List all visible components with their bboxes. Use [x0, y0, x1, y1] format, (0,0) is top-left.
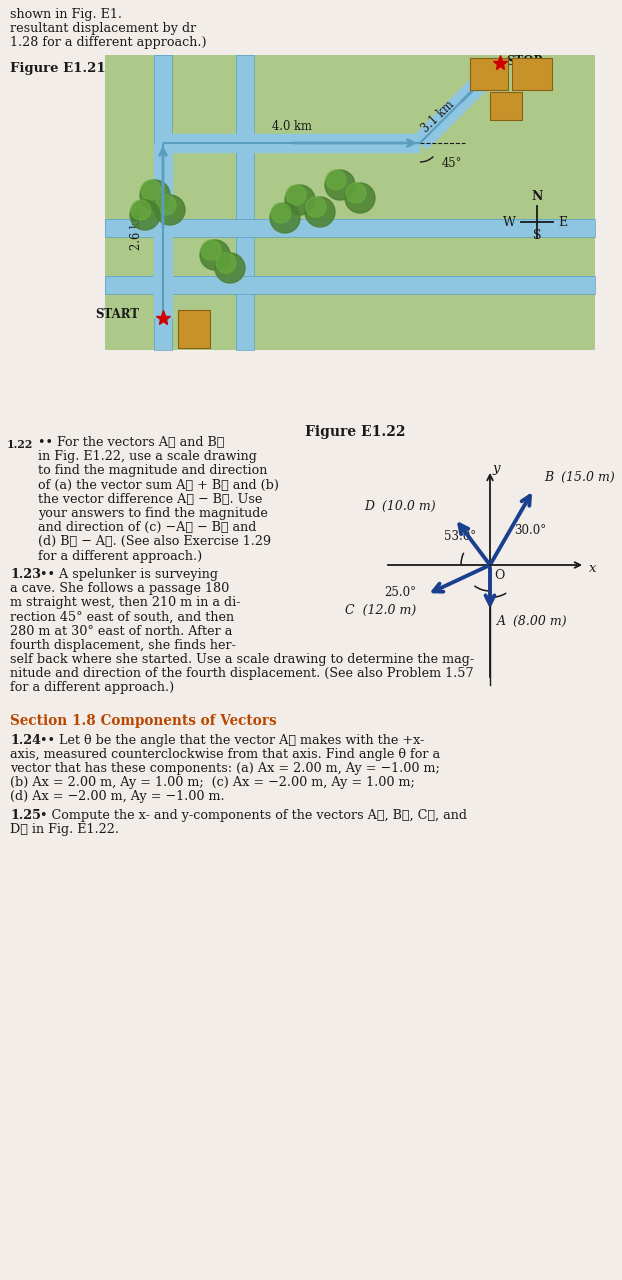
- Bar: [154, 55, 172, 349]
- Circle shape: [156, 195, 176, 215]
- Bar: [178, 310, 210, 348]
- Text: 1.22: 1.22: [7, 439, 33, 451]
- Text: 1.28 for a different approach.): 1.28 for a different approach.): [10, 36, 207, 49]
- Bar: [154, 55, 172, 349]
- Text: N: N: [531, 189, 542, 202]
- Text: 45°: 45°: [442, 157, 462, 170]
- Text: S: S: [533, 229, 541, 242]
- Text: self back where she started. Use a scale drawing to determine the mag-: self back where she started. Use a scale…: [10, 653, 474, 666]
- Text: rection 45° east of south, and then: rection 45° east of south, and then: [10, 611, 234, 623]
- Text: a cave. She follows a passage 180: a cave. She follows a passage 180: [10, 582, 230, 595]
- Text: Section 1.8 Components of Vectors: Section 1.8 Components of Vectors: [10, 713, 277, 727]
- Text: 1.24: 1.24: [10, 733, 41, 746]
- Text: B  (15.0 m): B (15.0 m): [544, 471, 615, 484]
- Circle shape: [306, 197, 326, 218]
- Text: for a different approach.): for a different approach.): [10, 681, 174, 694]
- Text: •• Let θ be the angle that the vector A⃗ makes with the +x-: •• Let θ be the angle that the vector A⃗…: [40, 733, 424, 746]
- Text: •• A spelunker is surveying: •• A spelunker is surveying: [40, 568, 218, 581]
- Text: nitude and direction of the fourth displacement. (See also Problem 1.57: nitude and direction of the fourth displ…: [10, 667, 473, 680]
- Text: (d) Ax = −2.00 m, Ay = −1.00 m.: (d) Ax = −2.00 m, Ay = −1.00 m.: [10, 790, 225, 804]
- Circle shape: [345, 183, 375, 212]
- Bar: [105, 55, 595, 349]
- Text: 1.23: 1.23: [10, 568, 41, 581]
- Text: D  (10.0 m): D (10.0 m): [364, 500, 436, 513]
- Circle shape: [200, 241, 230, 270]
- Text: 1.25: 1.25: [10, 809, 41, 822]
- Text: the vector difference A⃗ − B⃗. Use: the vector difference A⃗ − B⃗. Use: [38, 493, 262, 506]
- Text: x: x: [589, 562, 596, 576]
- Circle shape: [215, 253, 245, 283]
- Text: 2.6 km: 2.6 km: [131, 211, 144, 251]
- Text: for a different approach.): for a different approach.): [38, 549, 202, 563]
- Circle shape: [305, 197, 335, 227]
- Bar: [105, 219, 595, 237]
- Bar: [236, 55, 254, 349]
- Text: O: O: [494, 570, 504, 582]
- Bar: [105, 276, 595, 294]
- Text: vector that has these components: (a) Ax = 2.00 m, Ay = −1.00 m;: vector that has these components: (a) Ax…: [10, 762, 440, 774]
- Text: shown in Fig. E1.: shown in Fig. E1.: [10, 8, 122, 20]
- Text: resultant displacement by dr: resultant displacement by dr: [10, 22, 197, 35]
- Text: Figure E1.21: Figure E1.21: [10, 61, 106, 76]
- Text: your answers to find the magnitude: your answers to find the magnitude: [38, 507, 268, 520]
- Bar: [236, 55, 254, 349]
- Text: 30.0°: 30.0°: [514, 524, 546, 536]
- Circle shape: [346, 183, 366, 204]
- Text: y: y: [493, 462, 501, 475]
- Text: fourth displacement, she finds her-: fourth displacement, she finds her-: [10, 639, 236, 652]
- Text: (d) B⃗ − A⃗. (See also Exercise 1.29: (d) B⃗ − A⃗. (See also Exercise 1.29: [38, 535, 271, 548]
- Text: A  (8.00 m): A (8.00 m): [497, 614, 567, 628]
- Text: STOP: STOP: [506, 55, 542, 68]
- Circle shape: [271, 204, 291, 223]
- Bar: [512, 58, 552, 90]
- Text: START: START: [95, 307, 139, 320]
- Circle shape: [270, 204, 300, 233]
- Bar: [490, 92, 522, 120]
- Text: Figure E1.22: Figure E1.22: [305, 425, 406, 439]
- Text: in Fig. E1.22, use a scale drawing: in Fig. E1.22, use a scale drawing: [38, 451, 257, 463]
- Text: and direction of (c) −A⃗ − B⃗ and: and direction of (c) −A⃗ − B⃗ and: [38, 521, 256, 534]
- Text: C  (12.0 m): C (12.0 m): [345, 604, 417, 617]
- Text: (b) Ax = 2.00 m, Ay = 1.00 m;  (c) Ax = −2.00 m, Ay = 1.00 m;: (b) Ax = 2.00 m, Ay = 1.00 m; (c) Ax = −…: [10, 776, 415, 790]
- Text: 280 m at 30° east of north. After a: 280 m at 30° east of north. After a: [10, 625, 233, 637]
- Circle shape: [140, 180, 170, 210]
- Text: 25.0°: 25.0°: [384, 586, 416, 599]
- Circle shape: [285, 186, 315, 215]
- Text: to find the magnitude and direction: to find the magnitude and direction: [38, 465, 267, 477]
- Text: 53.0°: 53.0°: [444, 530, 476, 544]
- Circle shape: [155, 195, 185, 225]
- Circle shape: [141, 180, 161, 200]
- Text: •• For the vectors A⃗ and B⃗: •• For the vectors A⃗ and B⃗: [38, 436, 225, 449]
- Circle shape: [326, 170, 346, 189]
- Text: W: W: [503, 215, 516, 229]
- Bar: [470, 58, 508, 90]
- Circle shape: [131, 200, 151, 220]
- Circle shape: [325, 170, 355, 200]
- Circle shape: [201, 241, 221, 260]
- Text: 4.0 km: 4.0 km: [272, 120, 312, 133]
- Text: m straight west, then 210 m in a di-: m straight west, then 210 m in a di-: [10, 596, 241, 609]
- Text: of (a) the vector sum A⃗ + B⃗ and (b): of (a) the vector sum A⃗ + B⃗ and (b): [38, 479, 279, 492]
- Bar: [105, 219, 595, 237]
- Text: axis, measured counterclockwise from that axis. Find angle θ for a: axis, measured counterclockwise from tha…: [10, 748, 440, 760]
- Text: D⃗ in Fig. E1.22.: D⃗ in Fig. E1.22.: [10, 823, 119, 836]
- Text: 3.1 km: 3.1 km: [419, 99, 457, 136]
- Circle shape: [286, 186, 306, 205]
- Bar: [105, 276, 595, 294]
- Text: E: E: [558, 215, 567, 229]
- Circle shape: [130, 200, 160, 230]
- Circle shape: [216, 253, 236, 273]
- Text: • Compute the x- and y-components of the vectors A⃗, B⃗, C⃗, and: • Compute the x- and y-components of the…: [40, 809, 467, 822]
